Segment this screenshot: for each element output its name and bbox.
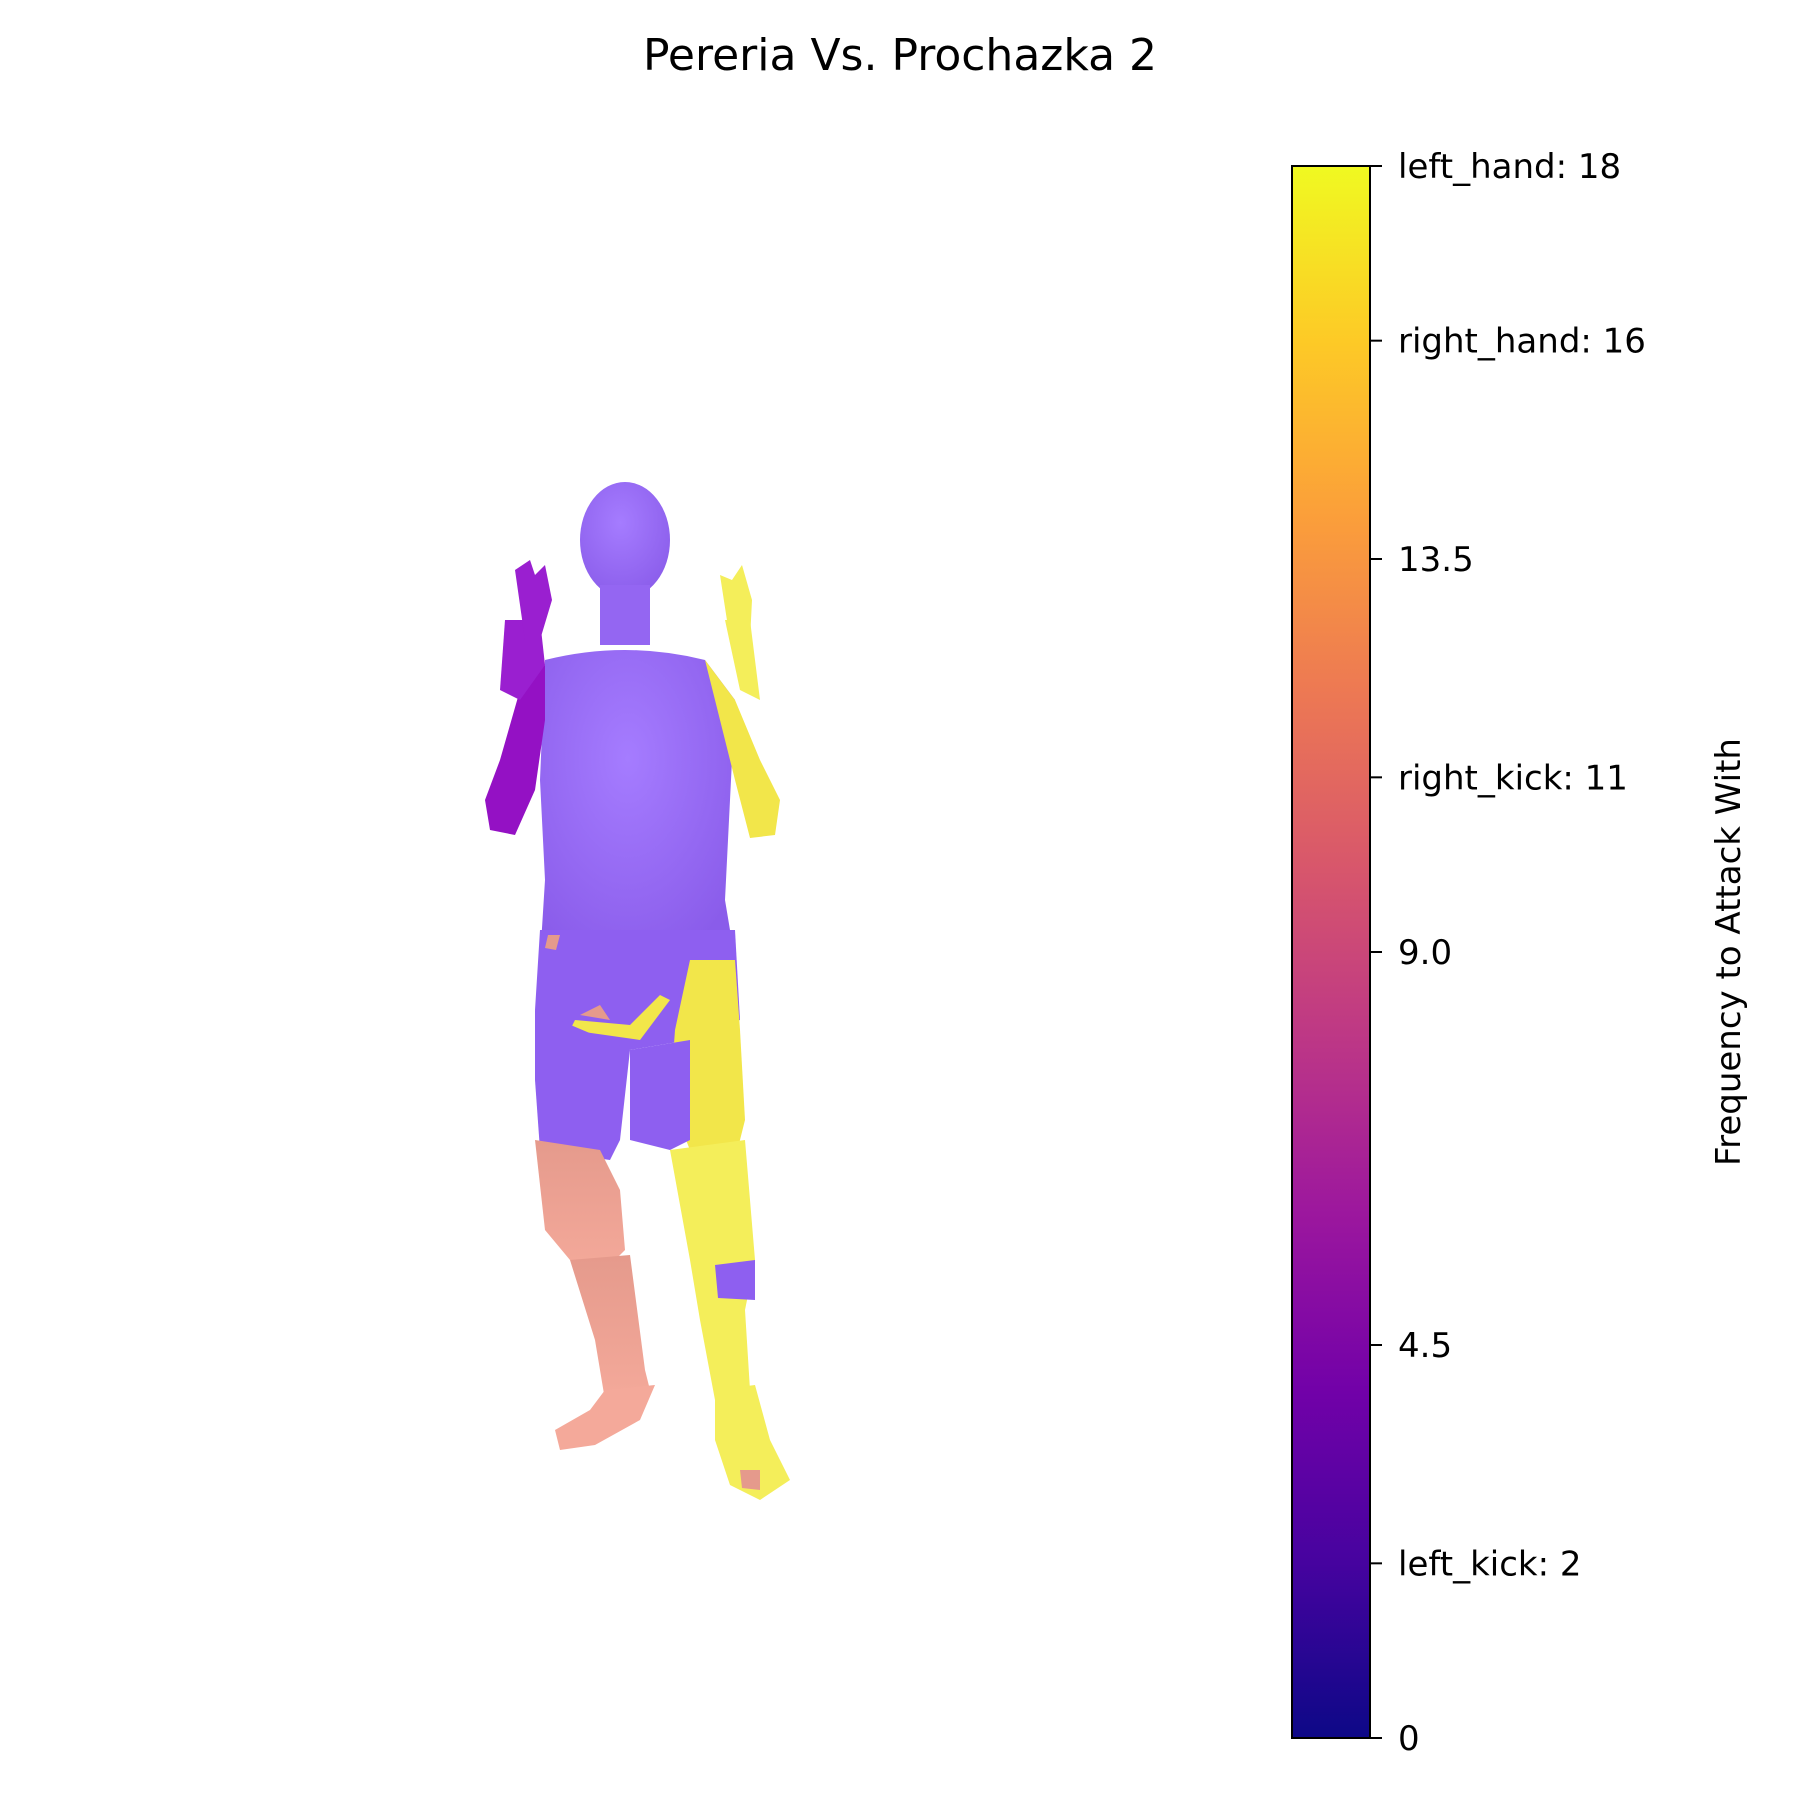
chart-title: Pereria Vs. Prochazka 2 [642,30,1158,81]
right-shin [670,1140,755,1400]
hip-pink-patch [545,935,560,950]
right-thigh-purple [630,1040,690,1150]
torso [540,650,735,960]
left-foot [555,1385,655,1450]
right-hand-fingers [720,565,752,640]
colorbar-tick-label: 4.5 [1398,1326,1452,1366]
groin-pink-patch [580,1005,610,1020]
left-hand-fingers [515,560,552,640]
colorbar-tick-label: right_kick: 11 [1398,758,1628,798]
neck [600,585,650,645]
colorbar-tick-label: 9.0 [1398,933,1452,973]
left-shin [570,1255,650,1400]
colorbar-tick-label: right_hand: 16 [1398,322,1646,362]
right-toe-pink [740,1470,760,1490]
colorbar-tick-label: left_kick: 2 [1398,1544,1581,1584]
groin-yellow-patch [570,995,670,1040]
colorbar-label: Frequency to Attack With [1709,738,1749,1166]
colorbar-ticks: 0 left_kick: 2 4.5 9.0 right_kick: 11 13.5 rig… [1370,147,1646,1759]
right-arm-region [705,660,780,838]
right-shin-purple [715,1260,755,1300]
colorbar-tick-label: left_hand: 18 [1398,147,1621,187]
left-thigh [535,1010,630,1160]
left-arm-region [485,665,545,835]
colorbar-tick-label: 13.5 [1398,540,1474,580]
left-thigh-pink [535,1140,625,1270]
colorbar-gradient [1291,165,1371,1739]
colorbar-tick-label: 0 [1398,1719,1420,1759]
head [580,482,670,598]
right-foot [715,1385,790,1500]
